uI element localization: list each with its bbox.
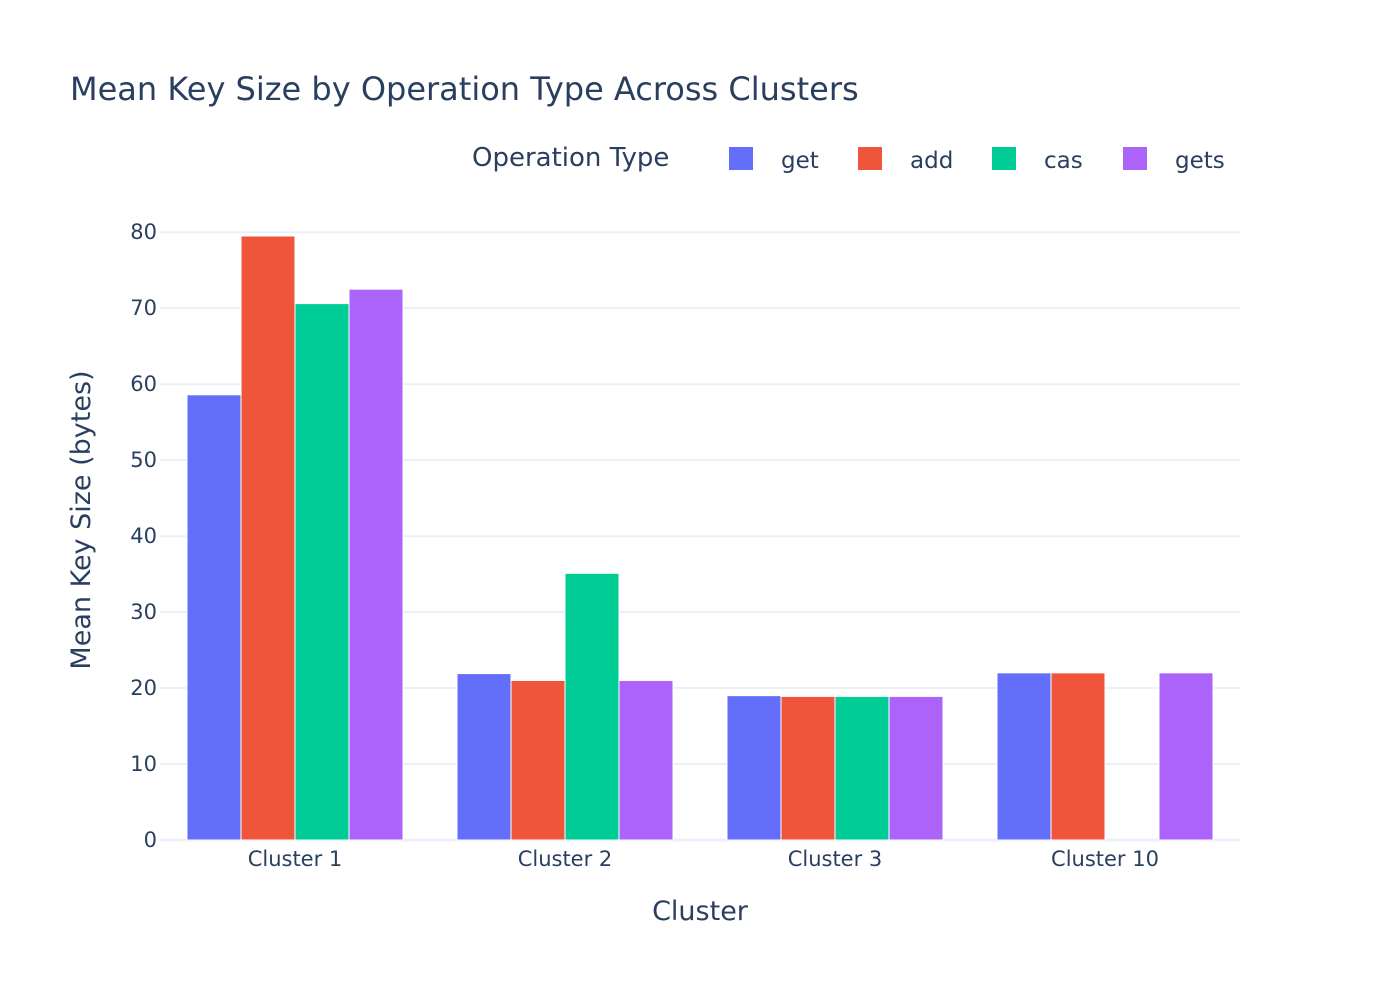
bar-cas-cluster-2 (564, 572, 620, 841)
y-tick-labels: 0 10 20 30 40 50 60 70 80 (130, 220, 157, 852)
bar-add-cluster-2 (510, 679, 566, 841)
y-tick-label: 20 (130, 676, 157, 700)
x-tick-labels: Cluster 1 Cluster 2 Cluster 3 Cluster 10 (248, 847, 1159, 871)
x-tick-label: Cluster 3 (788, 847, 883, 871)
legend-swatch-cas (992, 147, 1016, 170)
bar-gets-cluster-2 (618, 679, 674, 841)
y-tick-label: 80 (130, 220, 157, 244)
bar-get-cluster-3 (726, 695, 782, 841)
bar-gets-cluster-3 (888, 695, 944, 841)
bar-get-cluster-1 (186, 394, 242, 841)
legend-swatch-get (729, 147, 753, 170)
x-axis-title: Cluster (652, 896, 749, 927)
y-axis-title: Mean Key Size (bytes) (66, 370, 97, 669)
bars (186, 235, 1214, 841)
bar-get-cluster-10 (996, 672, 1052, 841)
bar-cas-cluster-3 (834, 695, 890, 841)
bar-get-cluster-2 (456, 673, 512, 841)
legend-swatch-gets (1123, 147, 1147, 170)
bar-gets-cluster-10 (1158, 672, 1214, 841)
x-tick-label: Cluster 10 (1051, 847, 1159, 871)
x-tick-label: Cluster 2 (518, 847, 613, 871)
y-tick-label: 30 (130, 600, 157, 624)
legend-label-add: add (910, 148, 953, 174)
legend-label-cas: cas (1044, 148, 1083, 174)
x-tick-label: Cluster 1 (248, 847, 343, 871)
y-tick-label: 10 (130, 752, 157, 776)
bar-add-cluster-1 (240, 235, 296, 841)
legend-label-gets: gets (1175, 148, 1225, 174)
chart-title: Mean Key Size by Operation Type Across C… (70, 70, 859, 108)
y-tick-label: 40 (130, 524, 157, 548)
bar-gets-cluster-1 (348, 288, 404, 841)
legend: get add cas gets (729, 147, 1225, 174)
bar-cas-cluster-1 (294, 303, 350, 841)
bar-add-cluster-10 (1050, 672, 1106, 841)
y-tick-label: 60 (130, 372, 157, 396)
legend-label-get: get (781, 148, 819, 174)
bar-add-cluster-3 (780, 695, 836, 841)
legend-title: Operation Type (472, 143, 669, 173)
legend-swatch-add (858, 147, 882, 170)
y-tick-label: 0 (144, 828, 157, 852)
y-tick-label: 50 (130, 448, 157, 472)
y-tick-label: 70 (130, 296, 157, 320)
